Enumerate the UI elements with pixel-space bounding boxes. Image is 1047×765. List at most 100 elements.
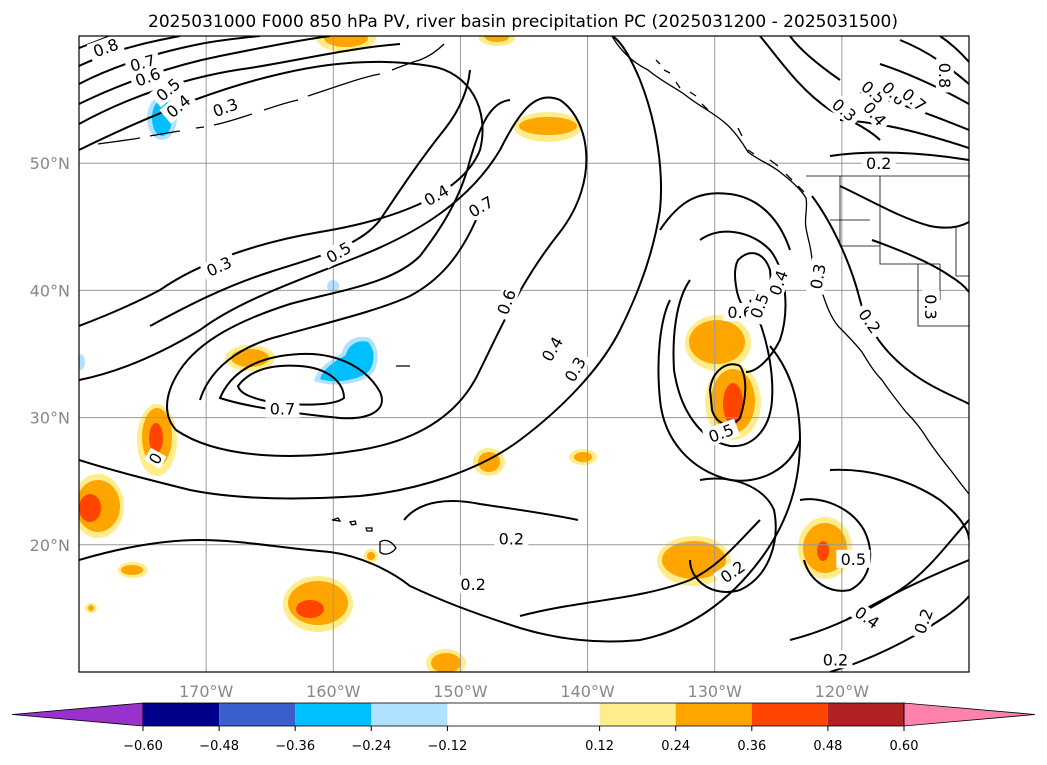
- contour-label-background: [265, 399, 300, 418]
- precipitation-shading: [79, 36, 852, 672]
- contour-label-group: 0.3: [199, 250, 239, 282]
- pv-contour: [871, 239, 969, 293]
- colorbar-tick-label: 0.48: [813, 739, 842, 754]
- colorbar-segment: [827, 703, 904, 726]
- precip-blob-157w-20n: [364, 549, 378, 563]
- x-tick-label: 170°W: [179, 682, 234, 701]
- pv-contour: [403, 500, 579, 521]
- y-tick-label: 40°N: [30, 281, 70, 300]
- pv-contour: [236, 364, 346, 406]
- contour-label-group: 0: [143, 447, 167, 469]
- pv-contour: [659, 192, 791, 251]
- pv-contour: [179, 99, 511, 371]
- x-tick-label: 160°W: [306, 682, 361, 701]
- colorbar-segment: [295, 703, 372, 726]
- colorbar: [11, 702, 1036, 727]
- pv-contour: [879, 63, 969, 105]
- pv-contour: [149, 69, 471, 327]
- coastline-aleutians: [97, 43, 445, 145]
- contour-label-group: 0.2: [861, 154, 896, 173]
- precip-blob-176w-16n: [85, 562, 148, 613]
- contour-label-background: [86, 36, 125, 62]
- pv-contour: [689, 477, 777, 593]
- colorbar-segment: [599, 703, 676, 726]
- contour-label-background: [852, 301, 887, 341]
- contour-label-background: [825, 91, 864, 128]
- colorbar-tick-label: 0.12: [585, 739, 614, 754]
- contour-label-background: [805, 258, 830, 295]
- contour-label: 0.3: [807, 262, 830, 290]
- contour-label-background: [818, 650, 853, 669]
- contour-label-background: [713, 554, 752, 589]
- contour-label-background: [702, 418, 741, 448]
- contour-label-group: 0.3: [825, 91, 864, 128]
- contour-label-background: [921, 289, 940, 324]
- map-area: 0.80.70.60.50.4 0.30.4 0.70.3 0.50.60.40.30…: [79, 36, 969, 672]
- contour-label-background: [461, 190, 500, 223]
- pv-contour: [811, 195, 969, 405]
- colorbar-segment: [675, 703, 752, 726]
- colorbar-extend-max: [903, 702, 1036, 727]
- contour-label-background: [848, 600, 887, 635]
- contour-label: 0.8: [935, 63, 954, 88]
- pv-contour: [79, 345, 802, 643]
- contour-label-group: 0.2: [908, 602, 938, 641]
- contour-label-background: [875, 74, 913, 112]
- colorbar-tick-label: −0.48: [199, 739, 239, 754]
- precip-blob-141w-27n: [569, 449, 597, 465]
- pv-contours: [79, 36, 969, 672]
- pv-contour: [708, 363, 747, 426]
- pv-contour: [829, 468, 969, 541]
- pv-contour: [79, 36, 663, 500]
- pv-contour: [672, 279, 774, 448]
- contour-label-background: [857, 94, 893, 133]
- precip-blob-149w-11n: [426, 649, 466, 672]
- contour-label-background: [494, 529, 529, 548]
- coastline-hawaii: [331, 517, 397, 555]
- chart-title: 2025031000 F000 850 hPa PV, river basin …: [148, 12, 898, 32]
- y-tick-label: 20°N: [30, 536, 70, 555]
- colorbar-tick-label: 0.36: [737, 739, 766, 754]
- colorbar-outline: [142, 702, 905, 727]
- contour-label-background: [159, 88, 197, 124]
- contour-label-background: [491, 282, 521, 321]
- colorbar-tick-label: −0.12: [427, 739, 467, 754]
- contour-label-group: 0.8: [935, 58, 954, 93]
- coastline-islands: [396, 59, 805, 367]
- contour-label-background: [908, 602, 938, 641]
- pv-contour: [199, 219, 477, 401]
- colorbar-segment: [447, 703, 600, 726]
- contour-label-background: [143, 447, 167, 469]
- contour-label-background: [854, 74, 893, 110]
- colorbar-tick-label: 0.60: [890, 739, 919, 754]
- contour-label-background: [319, 235, 358, 269]
- precip-blob-132w-19n: [657, 536, 731, 586]
- precip-blob-160w-15n: [283, 576, 353, 632]
- y-tick-label: 30°N: [30, 409, 70, 428]
- contour-label-group: 0.3: [805, 258, 830, 295]
- contour-label-group: 0.3: [921, 289, 940, 324]
- colorbar-segment: [371, 703, 448, 726]
- colorbar-tick-label: 0.24: [661, 739, 690, 754]
- pv-contour: [759, 36, 881, 141]
- pv-contour: [79, 36, 261, 85]
- precip-blob-130w-32n: [685, 315, 761, 440]
- contour-label-group: 0.2: [456, 575, 491, 594]
- contour-label-background: [128, 62, 167, 91]
- pv-contour: [829, 595, 969, 672]
- contour-label-group: 0.5: [836, 549, 871, 569]
- pv-contour: [839, 185, 969, 229]
- contour-label: 0.2: [499, 529, 524, 548]
- y-tick-label: 50°N: [30, 154, 70, 173]
- latitude-tick-labels: 20°N 30°N 40°N 50°N: [30, 154, 70, 555]
- pv-contour: [789, 519, 969, 641]
- contour-label-group: 0.2: [818, 650, 853, 669]
- pv-contour: [79, 60, 484, 327]
- contour-label-background: [935, 58, 954, 93]
- x-tick-label: 150°W: [433, 682, 488, 701]
- colorbar-tick-label: −0.36: [275, 739, 315, 754]
- contour-label-group: 0.4: [848, 600, 887, 635]
- contour-label-background: [149, 71, 187, 108]
